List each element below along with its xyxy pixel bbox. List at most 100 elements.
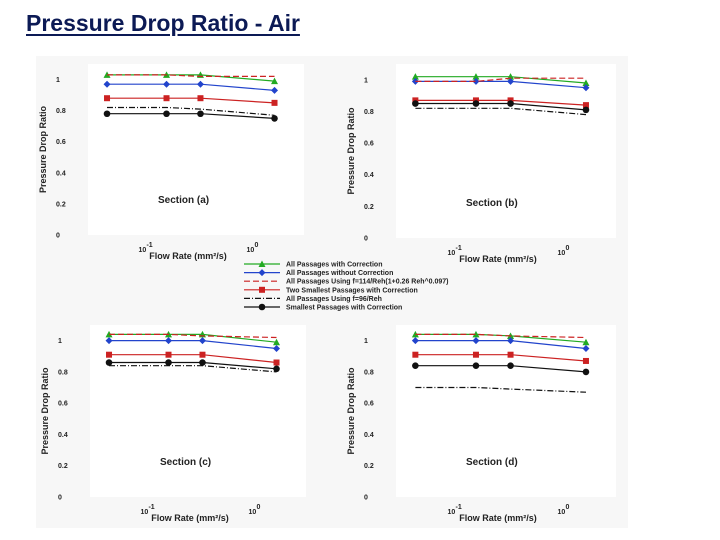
panel-d-ytick: 0.8 [364,369,374,376]
panel-a-data-point [271,77,279,85]
panel-d-series-line [415,386,587,393]
panel-b-xtick-base: 10 [448,250,456,257]
panel-c-data-point [165,351,172,358]
panel-d-series-line [415,340,587,350]
panel-b-data-point [582,84,590,92]
panel-b-series-line [415,107,587,116]
panel-b-plot-area [396,64,616,238]
panel-a-ylabel: Pressure Drop Ratio [38,105,48,193]
panel-a-data-point [104,95,111,102]
panel-d-ytick: 0.4 [364,432,374,439]
panel-a-xtick-base: 10 [246,247,254,254]
panel-b-series-line [415,77,586,82]
panel-d-data-point [582,357,589,364]
panel-c-data-point [165,337,173,345]
panel-d-data-point [582,368,590,376]
panel-b-ytick: 0 [364,236,368,243]
panel-a-xtick-exp: -1 [146,242,152,249]
panel-d-xlabel: Flow Rate (mm²/s) [459,513,537,523]
panel-a-xlabel: Flow Rate (mm²/s) [149,251,227,261]
panel-c-series-line [109,361,277,370]
panel-b-xtick-base: 10 [558,250,566,257]
panel-b-xtick-exp: 0 [566,245,570,252]
panel-a-xtick-base: 10 [138,247,146,254]
panel-d-xtick-base: 10 [448,509,456,516]
panel-b-ytick: 1 [364,77,368,84]
panel-d-xtick-exp: 0 [566,504,570,511]
panel-a-data-point [271,99,278,106]
panel-c-data-point [273,338,281,346]
panel-d-section-label: Section (d) [466,457,518,468]
panel-c-ytick: 0.6 [58,401,68,408]
panel-c-xtick-exp: 0 [256,504,260,511]
panel-a-ytick: 1 [56,77,60,84]
panel-c-xtick-base: 10 [248,509,256,516]
panel-c-xlabel: Flow Rate (mm²/s) [151,513,229,523]
panel-b-data-point [472,77,480,85]
panel-d-data-point [507,362,514,369]
legend-marker [258,260,266,267]
panel-d-data-point [472,351,479,358]
panel-b-xlabel: Flow Rate (mm²/s) [459,254,537,264]
panel-c-ytick: 0.4 [58,432,68,439]
panel-b-series-line [415,76,587,84]
panel-a-data-point [271,86,279,94]
panel-b-data-point [582,79,590,86]
panel-b-series-line [415,102,587,111]
panel-a-xtick-exp: 0 [254,242,258,249]
panel-c-plot-area [90,325,306,497]
panel-b-ytick: 0.4 [364,172,374,179]
panel-b-ylabel: Pressure Drop Ratio [346,107,356,195]
panel-b-ytick: 0.6 [364,141,374,148]
panel-c-data-point [273,359,280,366]
panel-c-data-point [273,365,280,373]
panel-d-xtick-exp: -1 [456,504,462,511]
panel-b-xtick-exp: -1 [456,245,462,252]
panel-d-xtick-base: 10 [558,509,566,516]
panel-a-data-point [197,95,204,102]
panel-c-data-point [165,359,172,366]
panel-b-data-point [507,100,514,107]
panel-b-series-line [415,99,587,106]
panel-a-plot-area [88,64,304,235]
panel-c-xtick-base: 10 [140,509,148,516]
panel-c-ytick: 0 [58,495,62,502]
panel-d-data-point [472,362,480,369]
panel-a-section-label: Section (a) [158,195,209,206]
panel-a-data-point [163,95,170,102]
panel-c-data-point [199,359,206,366]
panel-a-ytick: 0.8 [56,108,66,115]
figure-panel: 0 0.2 0.4 0.6 0.8 1 10 -1 10 0 Flow Rate (mm²/s) Pr… [36,56,628,528]
panel-d-data-point [472,330,480,338]
panel-c-series-line [109,333,277,339]
panel-a-series-line [107,97,275,104]
panel-b-data-point [472,73,480,80]
panel-d-ylabel: Pressure Drop Ratio [346,367,356,455]
panel-d-series-line [415,354,587,362]
panel-c-section-label: Section (c) [160,457,211,468]
panel-d-series-line [415,365,587,373]
panel-a-ytick: 0 [56,233,60,240]
panel-b-data-point [411,77,419,85]
panel-b-ytick: 0.8 [364,109,374,116]
panel-d-data-point [412,351,419,358]
panel-a-data-point [103,110,111,118]
panel-d-data-point [507,351,514,358]
legend-label: All Passages Using f=96/Reh [286,296,382,303]
panel-b-data-point [472,100,480,107]
slide-title: Pressure Drop Ratio - Air [26,10,300,36]
panel-c-data-point [198,337,206,345]
panel-c-ytick: 1 [58,338,62,345]
panel-b-ytick: 0.2 [364,204,374,211]
panel-b-data-point [582,102,589,109]
panel-a-data-point [103,80,111,88]
panel-d-data-point [411,337,419,345]
panel-b-data-point [411,73,419,80]
panel-a-data-point [163,110,170,118]
panel-c-data-point [105,337,113,345]
panel-b-data-point [582,106,590,114]
legend-label: Two Smallest Passages with Correction [286,287,418,294]
panel-c-series-line [109,340,277,350]
legend-label: All Passages with Correction [286,262,382,269]
panel-b-data-point [507,77,515,85]
